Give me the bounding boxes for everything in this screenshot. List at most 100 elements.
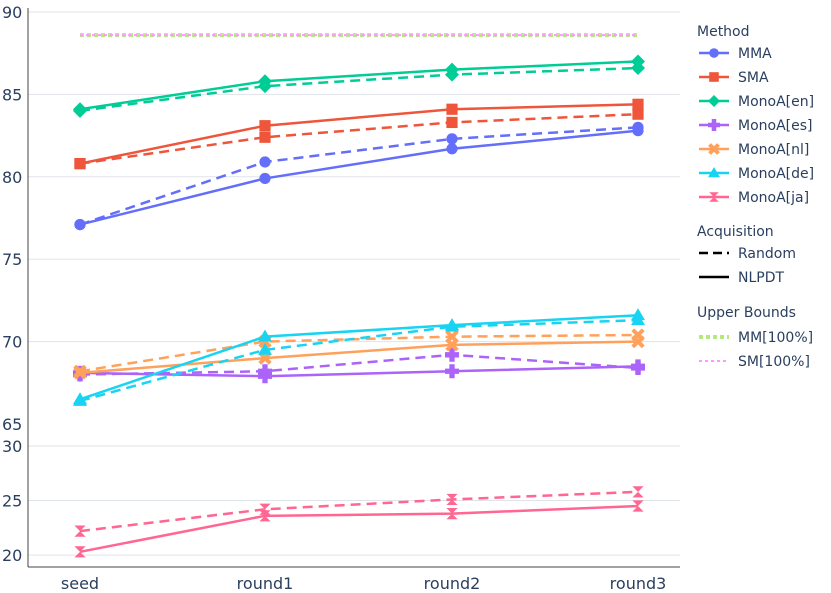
data-point [73, 102, 87, 117]
data-point [446, 116, 458, 129]
legend-label: MonoA[es] [738, 118, 813, 134]
legend: Method MMA SMA MonoA[en] MonoA[es] MonoA[nl] M… [697, 24, 814, 370]
nlpdt-line [79, 504, 639, 554]
series-sma [74, 98, 644, 170]
legend-item[interactable]: Random [699, 246, 796, 262]
data-point [631, 54, 645, 69]
y-tick-label: 20 [2, 546, 22, 565]
y-tick-label: 30 [2, 437, 22, 456]
random-line [79, 66, 639, 113]
data-point [74, 218, 86, 231]
legend-item[interactable]: MMA [699, 46, 772, 62]
data-point [73, 392, 87, 405]
data-point [259, 120, 271, 132]
data-point [259, 172, 271, 185]
data-point [445, 347, 459, 362]
x-tick-label: round1 [237, 574, 294, 593]
legend-item[interactable]: MonoA[en] [699, 94, 814, 110]
legend-marker [709, 72, 719, 82]
data-point [74, 158, 86, 170]
legend-label: MM[100%] [738, 330, 813, 346]
data-point [631, 334, 645, 349]
series-monoa-ja [74, 486, 644, 558]
data-point [73, 366, 87, 380]
legend-label: SM[100%] [738, 354, 810, 370]
x-tick-label: seed [61, 574, 99, 593]
data-point [258, 329, 272, 342]
y-tick-label: 80 [2, 168, 22, 187]
data-point [445, 62, 459, 77]
data-point [631, 308, 645, 321]
data-point [445, 338, 459, 352]
legend-marker [708, 119, 720, 131]
legend-marker [709, 48, 719, 58]
legend-label: Random [738, 246, 796, 262]
data-point [74, 546, 86, 558]
data-point [632, 486, 644, 498]
legend-label: MMA [738, 46, 772, 62]
x-tick-label: round2 [424, 574, 481, 593]
x-tick-label: round3 [610, 574, 667, 593]
data-point [74, 525, 86, 537]
data-point [445, 364, 459, 379]
legend-marker [708, 95, 720, 107]
data-point [446, 493, 458, 506]
legend-item[interactable]: MonoA[de] [699, 166, 814, 182]
random-line [79, 353, 639, 376]
data-point [446, 103, 458, 115]
legend-label: MonoA[nl] [738, 142, 809, 158]
legend-marker [708, 143, 720, 155]
data-point [632, 500, 644, 512]
data-point [259, 156, 271, 168]
series-monoa-nl [73, 328, 645, 380]
legend-acquisition-title: Acquisition [697, 224, 774, 240]
data-point [445, 318, 459, 331]
data-point [446, 508, 458, 520]
legend-item[interactable]: MonoA[nl] [699, 142, 809, 158]
legend-bounds-title: Upper Bounds [697, 305, 796, 321]
data-point [259, 510, 271, 522]
data-point [632, 108, 644, 120]
nlpdt-line [79, 103, 639, 165]
legend-item[interactable]: MM[100%] [699, 330, 813, 346]
y-tick-label: 65 [2, 415, 22, 434]
legend-label: NLPDT [738, 270, 784, 286]
data-point [446, 143, 458, 155]
nlpdt-line [79, 340, 639, 375]
random-line [79, 112, 639, 165]
random-line [79, 333, 639, 373]
data-point [632, 125, 644, 137]
legend-method-title: Method [697, 24, 750, 40]
y-tick-label: 90 [2, 3, 22, 22]
data-point [446, 133, 458, 145]
series-monoa-en [73, 54, 645, 118]
legend-item[interactable]: NLPDT [699, 270, 784, 286]
random-line [79, 490, 639, 533]
gridlines [28, 11, 680, 556]
series [73, 54, 646, 558]
y-tick-label: 75 [2, 250, 22, 269]
legend-label: MonoA[en] [738, 94, 814, 110]
legend-item[interactable]: MonoA[es] [699, 118, 813, 134]
data-point [258, 342, 272, 355]
legend-item[interactable]: MonoA[ja] [699, 190, 809, 206]
legend-label: MonoA[ja] [738, 190, 809, 206]
series-mma [74, 121, 644, 231]
data-point [631, 359, 646, 374]
y-tick-label: 70 [2, 333, 22, 352]
random-line [79, 318, 639, 403]
data-point [258, 369, 272, 384]
y-tick-label: 85 [2, 85, 22, 104]
axes: 65 70 75 80 85 90 20 25 30 seed round1 round2 round3 [2, 3, 680, 593]
legend-marker [709, 192, 719, 202]
data-point [258, 74, 272, 89]
data-point [259, 131, 271, 143]
nlpdt-line [79, 313, 639, 401]
nlpdt-line [79, 60, 639, 111]
series-monoa-de [73, 308, 645, 406]
legend-item[interactable]: SMA [699, 70, 769, 86]
legend-marker [708, 167, 720, 178]
legend-item[interactable]: SM[100%] [699, 354, 810, 370]
data-point [632, 98, 644, 110]
